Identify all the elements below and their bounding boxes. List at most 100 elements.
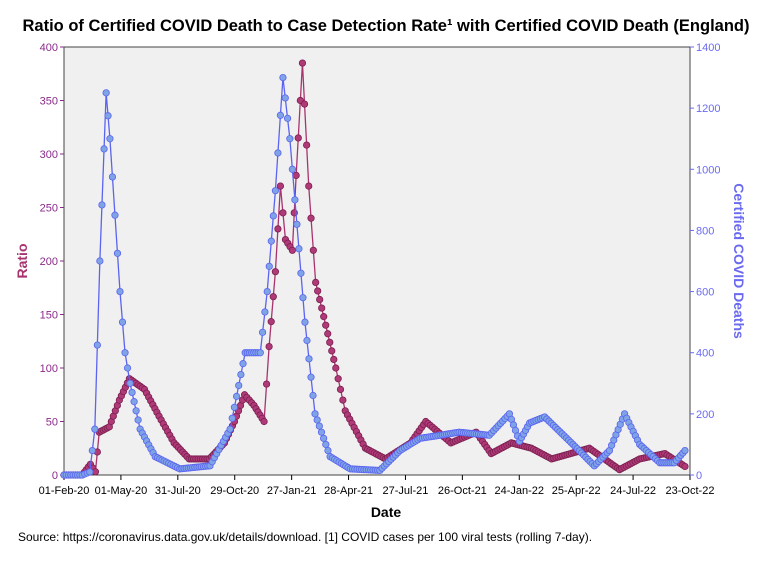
- ratio-point: [326, 338, 334, 346]
- deaths-point: [123, 364, 132, 372]
- deaths-point: [128, 388, 136, 397]
- deaths-point: [259, 328, 267, 336]
- deaths-point: [106, 135, 114, 143]
- ratio-point: [307, 214, 315, 222]
- deaths-point: [130, 398, 138, 406]
- deaths-point: [108, 173, 117, 181]
- deaths-point: [303, 336, 311, 345]
- deaths-point: [116, 287, 124, 296]
- deaths-point: [111, 211, 119, 219]
- ratio-point: [279, 209, 287, 217]
- deaths-point: [261, 308, 269, 316]
- ratio-point: [328, 347, 336, 355]
- x-tick-label: 27-Jan-21: [267, 485, 317, 497]
- deaths-point: [118, 318, 127, 326]
- deaths-point: [104, 112, 112, 120]
- deaths-point: [315, 422, 323, 430]
- deaths-point: [113, 249, 122, 257]
- deaths-point: [232, 392, 241, 400]
- deaths-point: [96, 257, 104, 265]
- y-axis-label: Ratio: [14, 244, 30, 279]
- deaths-point: [226, 425, 234, 433]
- deaths-point: [317, 428, 326, 436]
- ratio-point: [330, 355, 338, 364]
- deaths-point: [235, 381, 243, 390]
- y2-tick-label: 1200: [696, 103, 720, 115]
- y-tick-label: 250: [40, 203, 58, 215]
- ratio-point: [276, 182, 285, 190]
- ratio-point: [262, 380, 271, 388]
- x-tick-label: 25-Apr-22: [552, 485, 601, 497]
- deaths-point: [279, 73, 287, 82]
- deaths-point: [274, 149, 282, 157]
- deaths-point: [86, 468, 94, 476]
- deaths-point: [91, 425, 99, 433]
- ratio-point: [336, 385, 345, 393]
- y2-tick-label: 200: [696, 409, 714, 421]
- y-tick-label: 400: [40, 42, 58, 54]
- x-tick-label: 01-May-20: [95, 485, 148, 497]
- ratio-point: [288, 246, 296, 254]
- deaths-point: [288, 165, 296, 173]
- deaths-point: [230, 403, 239, 411]
- ratio-point: [294, 134, 302, 142]
- x-tick-label: 26-Oct-21: [438, 485, 487, 497]
- deaths-point: [269, 212, 277, 220]
- ratio-point: [314, 287, 322, 295]
- y2-tick-label: 1000: [696, 164, 720, 176]
- deaths-point: [121, 349, 129, 357]
- x-tick-label: 24-Jul-22: [610, 485, 656, 497]
- y2-tick-label: 600: [696, 287, 714, 299]
- deaths-point: [267, 237, 275, 245]
- ratio-point: [267, 318, 275, 326]
- ratio-point: [309, 246, 317, 254]
- deaths-point: [265, 262, 273, 270]
- y-tick-label: 50: [46, 417, 58, 429]
- deaths-point: [309, 391, 317, 400]
- y2-tick-label: 400: [696, 348, 714, 360]
- ratio-point: [292, 171, 300, 179]
- y2-tick-label: 1400: [696, 42, 720, 54]
- ratio-point: [334, 375, 342, 383]
- ratio-point: [300, 100, 309, 108]
- x-tick-label: 27-Jul-21: [383, 485, 429, 497]
- ratio-point: [274, 225, 282, 233]
- ratio-point: [271, 268, 279, 276]
- deaths-point: [239, 360, 247, 368]
- ratio-point: [298, 59, 307, 67]
- x-tick-label: 31-Jul-20: [155, 485, 201, 497]
- y2-tick-label: 0: [696, 470, 702, 482]
- deaths-point: [320, 434, 328, 442]
- plot-area: [63, 46, 691, 476]
- deaths-point: [297, 269, 305, 277]
- ratio-point: [324, 330, 332, 338]
- ratio-point: [681, 462, 689, 471]
- deaths-point: [681, 446, 689, 455]
- deaths-point: [311, 410, 319, 418]
- y-tick-label: 200: [40, 256, 58, 268]
- deaths-point: [322, 440, 330, 449]
- ratio-point: [312, 278, 320, 286]
- deaths-point: [88, 446, 96, 455]
- deaths-point: [126, 379, 134, 387]
- y-tick-label: 300: [40, 149, 58, 161]
- deaths-point: [283, 114, 292, 122]
- deaths-point: [301, 318, 309, 326]
- deaths-point: [281, 94, 289, 102]
- deaths-point: [237, 370, 245, 379]
- ratio-point: [332, 364, 340, 372]
- y-tick-label: 0: [52, 470, 58, 482]
- x-tick-label: 28-Apr-21: [324, 485, 373, 497]
- ratio-point: [305, 182, 313, 190]
- deaths-point: [100, 145, 108, 153]
- deaths-point: [276, 111, 285, 119]
- y2-axis-label: Certified COVID Deaths: [731, 183, 747, 339]
- deaths-point: [102, 89, 110, 97]
- x-tick-label: 23-Oct-22: [666, 485, 715, 497]
- deaths-point: [299, 294, 307, 302]
- ratio-point: [269, 293, 277, 301]
- x-tick-label: 24-Jan-22: [494, 485, 544, 497]
- deaths-point: [295, 245, 303, 253]
- deaths-point: [98, 201, 106, 209]
